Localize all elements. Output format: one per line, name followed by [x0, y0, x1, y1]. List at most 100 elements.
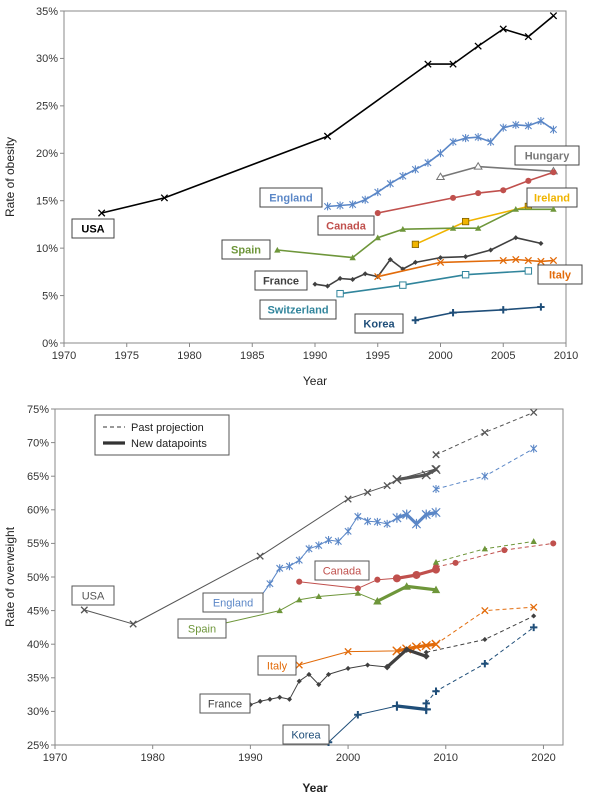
data-point	[383, 481, 391, 490]
overweight-chart: 25% 30% 35% 40% 45% 50% 55% 60% 65% 70% 75% 1970 198…	[3, 404, 564, 795]
data-point	[500, 187, 507, 194]
data-point	[487, 137, 495, 146]
series-england: England	[259, 117, 558, 211]
series-label-box	[257, 655, 297, 676]
data-point	[538, 240, 544, 246]
new-datapoint	[431, 585, 441, 594]
data-point	[315, 541, 323, 550]
y-tick-label: 50%	[27, 572, 49, 584]
data-point	[549, 125, 558, 134]
x-axis-label: Year	[302, 781, 328, 795]
data-point	[411, 316, 420, 324]
new-datapoint	[411, 642, 422, 652]
data-point	[437, 255, 444, 261]
x-tick-label: 1970	[43, 752, 67, 764]
data-point	[473, 161, 483, 170]
projection-point	[423, 649, 429, 655]
series-spain: Spain	[221, 206, 557, 261]
projection-point	[529, 623, 538, 632]
projection-point	[481, 659, 489, 668]
x-tick-label: 2005	[491, 350, 515, 362]
series-label-box	[314, 560, 370, 581]
x-tick-label: 1970	[52, 350, 76, 362]
data-point	[80, 606, 88, 614]
series-line	[339, 270, 529, 295]
series-label: Italy	[267, 661, 288, 673]
y-tick-label: 60%	[27, 505, 49, 517]
series-canada: Canada	[296, 540, 557, 592]
projection-line	[426, 615, 534, 653]
data-point	[525, 177, 532, 184]
x-tick-label: 2000	[336, 752, 360, 764]
data-point	[499, 25, 507, 33]
y-axis-label: Rate of overweight	[3, 526, 17, 627]
y-tick-label: 0%	[42, 338, 58, 350]
series-hungary: Hungary	[435, 145, 580, 181]
y-tick-label: 20%	[36, 148, 58, 160]
x-tick-label: 2010	[554, 350, 578, 362]
data-point	[475, 190, 482, 197]
data-point	[277, 694, 283, 700]
series-usa: USA	[71, 12, 558, 239]
data-point	[387, 256, 393, 263]
plot-frame	[54, 408, 564, 746]
data-point	[424, 158, 432, 167]
y-tick-label: 70%	[27, 437, 49, 449]
legend-box	[94, 414, 230, 456]
data-point	[312, 281, 318, 287]
data-point	[296, 678, 302, 684]
projection-point	[530, 408, 538, 417]
data-point	[512, 206, 519, 212]
series-label: Ireland	[534, 193, 570, 205]
data-point	[324, 283, 331, 289]
series-line	[277, 208, 554, 259]
new-datapoint	[432, 565, 440, 574]
data-point	[524, 32, 533, 41]
data-point	[373, 517, 381, 526]
data-point	[296, 578, 303, 585]
data-point	[344, 647, 352, 656]
series-label: Korea	[363, 319, 395, 331]
data-point	[374, 576, 381, 583]
data-point	[524, 267, 533, 275]
y-tick-label: 5%	[42, 290, 58, 302]
projection-point	[432, 451, 440, 459]
data-point	[276, 564, 284, 573]
new-datapoint	[403, 646, 411, 653]
data-point	[463, 254, 469, 260]
x-tick-label: 1995	[366, 350, 390, 362]
new-datapoint	[392, 574, 401, 583]
series-line	[259, 512, 437, 598]
data-point	[435, 172, 446, 181]
data-point	[305, 544, 313, 553]
data-point	[386, 179, 394, 188]
series-label-box	[537, 264, 583, 285]
y-tick-label: 35%	[27, 673, 49, 685]
series-korea: Korea	[282, 623, 538, 747]
data-point	[512, 120, 520, 129]
new-datapoint	[431, 464, 441, 475]
series-label: USA	[82, 591, 105, 603]
data-point	[462, 134, 470, 143]
series-label-box	[254, 270, 308, 291]
data-point	[267, 696, 273, 702]
projection-line	[435, 448, 534, 490]
series-line	[377, 171, 554, 214]
data-point	[412, 259, 418, 265]
data-point	[512, 255, 520, 264]
series-line	[101, 15, 555, 214]
series-label: England	[213, 598, 253, 610]
data-point	[524, 256, 533, 265]
new-datapoint	[392, 701, 402, 711]
series-line	[415, 306, 541, 321]
data-point	[513, 235, 519, 241]
data-point	[334, 537, 342, 546]
x-tick-label: 1975	[115, 350, 139, 362]
data-point	[449, 137, 457, 146]
y-tick-label: 45%	[27, 605, 49, 617]
data-point	[524, 121, 532, 130]
x-tick-label: 2010	[434, 752, 458, 764]
data-point	[323, 132, 332, 140]
y-tick-label: 75%	[27, 404, 49, 416]
data-point	[436, 149, 445, 158]
